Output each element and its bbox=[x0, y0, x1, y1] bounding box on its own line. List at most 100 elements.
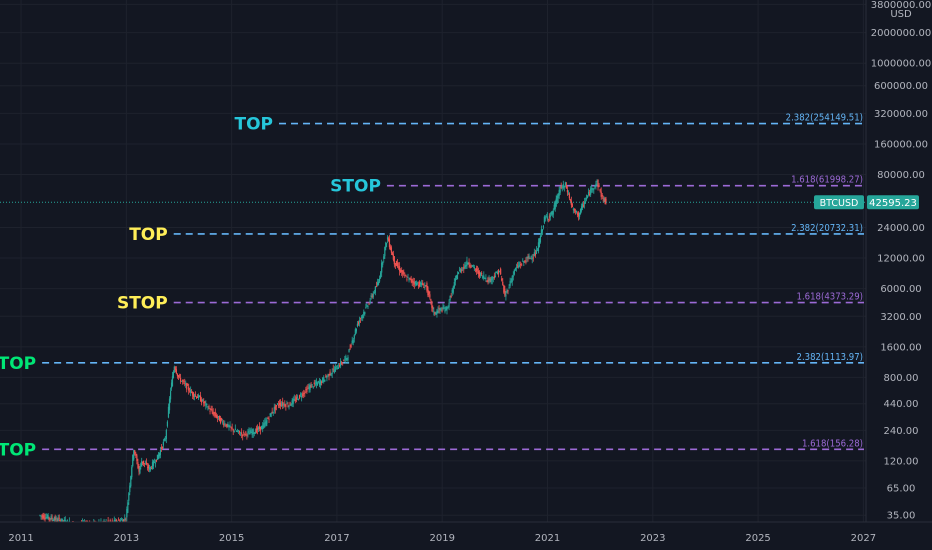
candle-body bbox=[170, 382, 173, 389]
candle-body bbox=[42, 515, 44, 519]
candle-body bbox=[230, 426, 232, 428]
candle-body bbox=[259, 426, 262, 431]
candle-body bbox=[570, 200, 572, 206]
candle-body bbox=[310, 385, 312, 388]
candle-body bbox=[495, 271, 498, 273]
candle-body bbox=[592, 189, 594, 191]
zone-label: STOP bbox=[117, 294, 168, 314]
candle-body bbox=[402, 270, 404, 275]
candle-body bbox=[589, 194, 591, 196]
candle-body bbox=[211, 409, 213, 413]
candle-body bbox=[529, 257, 531, 259]
candle-body bbox=[283, 403, 285, 405]
candle-body bbox=[494, 275, 496, 277]
candle-body bbox=[167, 406, 170, 418]
candle-body bbox=[147, 465, 150, 469]
candle-body bbox=[209, 410, 211, 412]
candle-body bbox=[403, 271, 405, 274]
candle-body bbox=[510, 281, 512, 283]
candle-body bbox=[436, 310, 438, 314]
candle-body bbox=[325, 375, 327, 377]
candle-body bbox=[601, 194, 603, 197]
candle-body bbox=[531, 258, 533, 259]
candle-body bbox=[145, 462, 148, 465]
candle-body bbox=[567, 193, 569, 195]
candle-body bbox=[244, 434, 246, 436]
candle-body bbox=[405, 275, 407, 277]
candle-body bbox=[586, 195, 589, 198]
candle-body bbox=[288, 405, 290, 408]
x-tick-label: 2023 bbox=[640, 533, 665, 544]
candle-body bbox=[522, 260, 524, 262]
zone-annotations: TOP STOP TOP STOP TOP STOP bbox=[0, 115, 381, 461]
candle-body bbox=[58, 517, 60, 519]
candle-body bbox=[415, 283, 418, 286]
candle-body bbox=[185, 383, 187, 386]
zone-label: TOP bbox=[0, 354, 36, 374]
candle-body bbox=[291, 400, 293, 405]
candle-body bbox=[406, 279, 408, 281]
candle-body bbox=[271, 411, 273, 414]
candle-body bbox=[517, 265, 520, 268]
candle-body bbox=[131, 467, 133, 478]
candle-body bbox=[337, 367, 340, 370]
candle-body bbox=[594, 186, 596, 188]
candle-body bbox=[468, 262, 470, 265]
candle-body bbox=[521, 264, 523, 266]
candle-body bbox=[279, 402, 282, 406]
candle-body bbox=[384, 247, 386, 257]
fib-levels[interactable]: 2.382(254149.51) 1.618(61998.27) 2.382(207… bbox=[42, 113, 864, 451]
candle-body bbox=[266, 419, 268, 424]
candle-body bbox=[368, 303, 370, 305]
last-price-tag[interactable]: BTCUSD 42595.23 bbox=[0, 195, 919, 210]
candle-body bbox=[603, 198, 605, 200]
candle-body bbox=[333, 369, 335, 373]
candle-body bbox=[572, 208, 574, 210]
candle-body bbox=[446, 307, 448, 311]
candle-body bbox=[539, 236, 542, 243]
price-axis[interactable]: USD 3800000.00 2000000.00 1000000.00 600000… bbox=[865, 0, 932, 522]
y-tick-label: 600000.00 bbox=[874, 81, 928, 92]
candle-body bbox=[313, 382, 315, 384]
candle-body bbox=[375, 286, 378, 287]
candle-body bbox=[349, 348, 351, 350]
candle-body bbox=[155, 459, 158, 462]
candle-body bbox=[346, 358, 348, 360]
candle-body bbox=[544, 217, 546, 219]
candle-body bbox=[247, 431, 249, 434]
candle-body bbox=[43, 515, 45, 519]
candle-body bbox=[202, 399, 204, 401]
candle-body bbox=[605, 198, 607, 203]
candle-body bbox=[66, 520, 68, 522]
candle-body bbox=[55, 517, 57, 520]
y-tick-label: 440.00 bbox=[884, 399, 919, 410]
candle-body bbox=[534, 253, 536, 256]
candle-body bbox=[370, 295, 372, 298]
candle-body bbox=[238, 430, 241, 433]
candle-body bbox=[203, 401, 205, 404]
candle-body bbox=[554, 202, 556, 209]
candle-body bbox=[153, 462, 156, 464]
time-axis[interactable]: 2011 2013 2015 2017 2019 2021 2023 2025 2027 bbox=[0, 521, 932, 550]
candle-body bbox=[186, 383, 188, 390]
candle-body bbox=[389, 246, 392, 250]
candle-body bbox=[467, 262, 469, 265]
candle-body bbox=[548, 216, 550, 218]
candle-body bbox=[497, 270, 500, 275]
candle-body bbox=[308, 386, 310, 389]
candle-body bbox=[381, 262, 383, 273]
candle-series bbox=[39, 179, 607, 532]
candle-body bbox=[393, 256, 395, 265]
candle-body bbox=[141, 461, 143, 467]
candle-body bbox=[369, 300, 371, 303]
candle-body bbox=[187, 384, 189, 386]
candle-body bbox=[267, 418, 269, 419]
candle-body bbox=[137, 462, 139, 468]
x-tick-label: 2027 bbox=[851, 533, 876, 544]
candle-body bbox=[169, 391, 172, 400]
candle-body bbox=[503, 284, 505, 293]
candle-body bbox=[395, 260, 398, 266]
candle-body bbox=[107, 520, 109, 522]
candle-body bbox=[590, 188, 592, 195]
